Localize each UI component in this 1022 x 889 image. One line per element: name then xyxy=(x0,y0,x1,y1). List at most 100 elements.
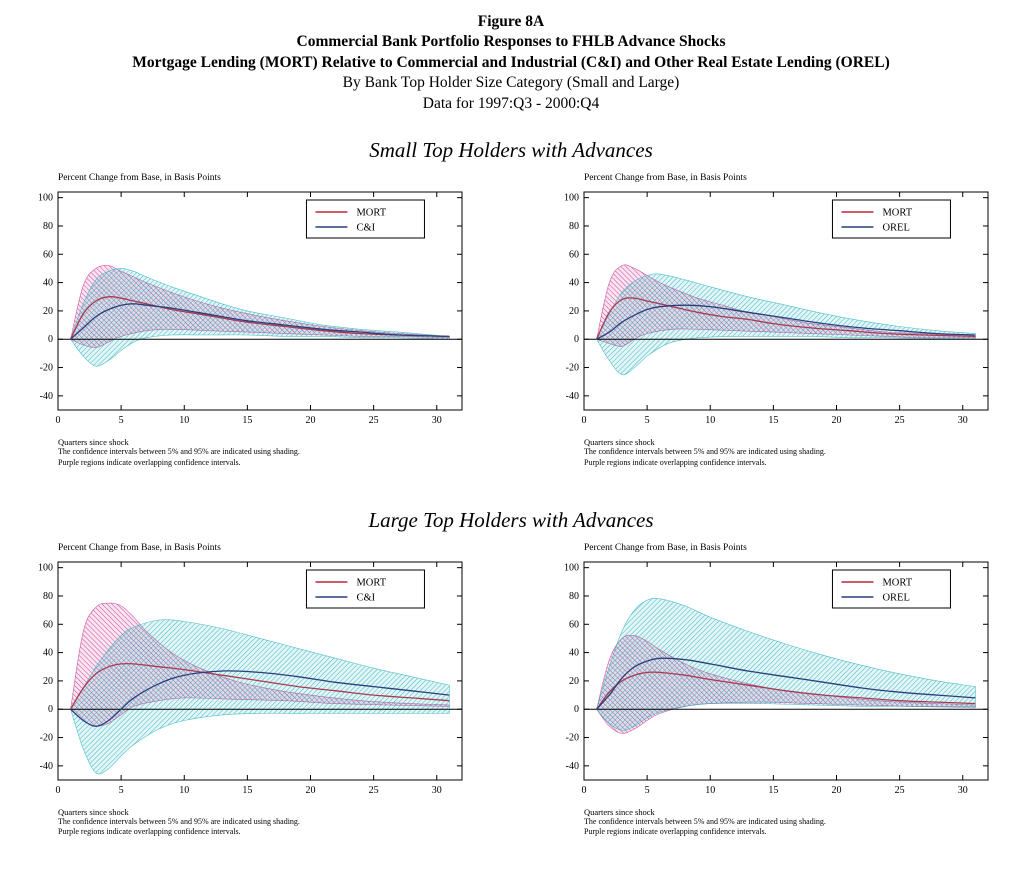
chart-note-shading: The confidence intervals between 5% and … xyxy=(584,817,826,827)
y-tick-label: 60 xyxy=(569,250,579,261)
x-tick-label: 15 xyxy=(242,785,252,796)
plot-area xyxy=(584,598,988,734)
y-tick-label: -40 xyxy=(40,761,53,772)
y-tick-label: 20 xyxy=(43,676,53,687)
x-tick-label: 25 xyxy=(895,785,905,796)
y-tick-label: -40 xyxy=(566,391,579,402)
y-tick-label: 0 xyxy=(574,704,579,715)
x-tick-label: 20 xyxy=(832,785,842,796)
legend-label-mort: MORT xyxy=(356,208,386,219)
x-tick-label: 5 xyxy=(119,785,124,796)
y-tick-label: 40 xyxy=(43,278,53,289)
y-tick-label: 100 xyxy=(564,193,579,204)
mean-line-orel xyxy=(596,657,976,710)
y-tick-label: -40 xyxy=(566,761,579,772)
y-axis-caption: Percent Change from Base, in Basis Point… xyxy=(58,543,221,554)
y-tick-label: 80 xyxy=(43,591,53,602)
mean-line-mort xyxy=(70,296,450,340)
confidence-band-orel xyxy=(596,273,976,376)
section-title-large: Large Top Holders with Advances xyxy=(368,508,654,533)
y-tick-label: -40 xyxy=(40,391,53,402)
charts-row-large: Percent Change from Base, in Basis Point… xyxy=(10,543,1012,838)
chart-svg-large-mort-ci: -40 -20 0 20 40 60 80 100 0 5 10 15 20 25 30 MORT C&I xyxy=(38,561,463,796)
x-tick-label: 10 xyxy=(179,785,189,796)
section-title-small: Small Top Holders with Advances xyxy=(369,138,653,163)
figure-page: Figure 8A Commercial Bank Portfolio Resp… xyxy=(10,12,1012,838)
mean-line-orel xyxy=(596,304,976,341)
y-tick-label: 20 xyxy=(569,306,579,317)
x-tick-label: 0 xyxy=(56,415,61,426)
plot-frame xyxy=(57,561,463,781)
mean-line-ci xyxy=(70,670,450,727)
y-axis-caption: Percent Change from Base, in Basis Point… xyxy=(58,173,221,184)
x-tick-label: 5 xyxy=(119,415,124,426)
y-axis-caption: Percent Change from Base, in Basis Point… xyxy=(584,173,747,184)
y-tick-label: 80 xyxy=(569,591,579,602)
x-tick-label: 10 xyxy=(705,785,715,796)
figure-subtitle-1: By Bank Top Holder Size Category (Small … xyxy=(342,74,680,92)
legend-box: MORT OREL xyxy=(831,199,951,239)
y-tick-label: 80 xyxy=(43,221,53,232)
axis-ticks: -40 -20 0 20 40 60 80 100 0 5 10 15 20 25 30 xyxy=(38,562,462,796)
chart-note-shading: The confidence intervals between 5% and … xyxy=(584,447,826,457)
x-axis-caption: Quarters since shock xyxy=(584,437,655,448)
plot-area xyxy=(58,602,462,775)
y-tick-label: 60 xyxy=(43,250,53,261)
chart-block-large-mort-ci: Percent Change from Base, in Basis Point… xyxy=(12,543,484,838)
figure-title-line-2: Mortgage Lending (MORT) Relative to Comm… xyxy=(132,53,890,71)
y-tick-label: 100 xyxy=(38,193,53,204)
confidence-band-ci xyxy=(70,268,450,367)
axis-ticks: -40 -20 0 20 40 60 80 100 0 5 10 15 20 25 30 xyxy=(564,562,988,796)
legend-label-orel: OREL xyxy=(882,223,909,234)
y-tick-label: 80 xyxy=(569,221,579,232)
plot-frame xyxy=(57,191,463,411)
y-tick-label: 40 xyxy=(43,648,53,659)
y-tick-label: 40 xyxy=(569,278,579,289)
legend-box: MORT OREL xyxy=(831,569,951,609)
figure-number: Figure 8A xyxy=(477,13,545,30)
x-tick-label: 30 xyxy=(432,415,442,426)
confidence-band-ci xyxy=(70,619,450,775)
axis-ticks: -40 -20 0 20 40 60 80 100 0 5 10 15 20 25 30 xyxy=(564,192,988,426)
x-axis-caption: Quarters since shock xyxy=(58,437,129,448)
chart-note-overlap: Purple regions indicate overlapping conf… xyxy=(58,457,241,467)
chart-svg-large-mort-orel: -40 -20 0 20 40 60 80 100 0 5 10 15 20 25 30 MORT OREL xyxy=(564,561,989,796)
x-tick-label: 5 xyxy=(645,415,650,426)
mean-line-mort xyxy=(596,297,976,340)
plot-area xyxy=(58,265,462,367)
legend-label-mort: MORT xyxy=(882,208,912,219)
x-tick-label: 0 xyxy=(582,415,587,426)
x-tick-label: 15 xyxy=(768,785,778,796)
x-tick-label: 10 xyxy=(705,415,715,426)
x-axis-caption: Quarters since shock xyxy=(58,807,129,818)
confidence-band-orel xyxy=(596,598,976,731)
figure-title-block: Figure 8A Commercial Bank Portfolio Resp… xyxy=(10,12,1012,114)
chart-small-mort-ci: -40 -20 0 20 40 60 80 100 0 5 10 15 20 25 30 MORT C&I xyxy=(12,184,484,436)
y-tick-label: 0 xyxy=(574,334,579,345)
x-tick-label: 20 xyxy=(832,415,842,426)
legend-label-orel: OREL xyxy=(882,593,909,604)
y-tick-label: -20 xyxy=(40,733,53,744)
y-tick-label: -20 xyxy=(40,363,53,374)
figure-subtitle-2: Data for 1997:Q3 - 2000:Q4 xyxy=(422,94,600,112)
y-tick-label: 0 xyxy=(48,704,53,715)
plot-frame xyxy=(583,561,989,781)
x-tick-label: 25 xyxy=(369,415,379,426)
y-tick-label: 20 xyxy=(569,676,579,687)
x-tick-label: 30 xyxy=(432,785,442,796)
mean-line-mort xyxy=(70,662,450,710)
chart-small-mort-orel: -40 -20 0 20 40 60 80 100 0 5 10 15 20 25 30 MORT OREL xyxy=(538,184,1010,436)
plot-frame xyxy=(583,191,989,411)
mean-line-ci xyxy=(70,303,450,340)
legend-label-ci: C&I xyxy=(356,223,375,234)
legend-label-mort: MORT xyxy=(882,578,912,589)
mean-line-mort xyxy=(596,671,976,710)
axis-ticks: -40 -20 0 20 40 60 80 100 0 5 10 15 20 25 30 xyxy=(38,192,462,426)
chart-svg-small-mort-orel: -40 -20 0 20 40 60 80 100 0 5 10 15 20 25 30 MORT OREL xyxy=(564,191,989,426)
x-tick-label: 30 xyxy=(958,415,968,426)
chart-large-mort-orel: -40 -20 0 20 40 60 80 100 0 5 10 15 20 25 30 MORT OREL xyxy=(538,554,1010,806)
x-tick-label: 15 xyxy=(768,415,778,426)
x-tick-label: 5 xyxy=(645,785,650,796)
y-axis-caption: Percent Change from Base, in Basis Point… xyxy=(584,543,747,554)
y-tick-label: 60 xyxy=(43,619,53,630)
